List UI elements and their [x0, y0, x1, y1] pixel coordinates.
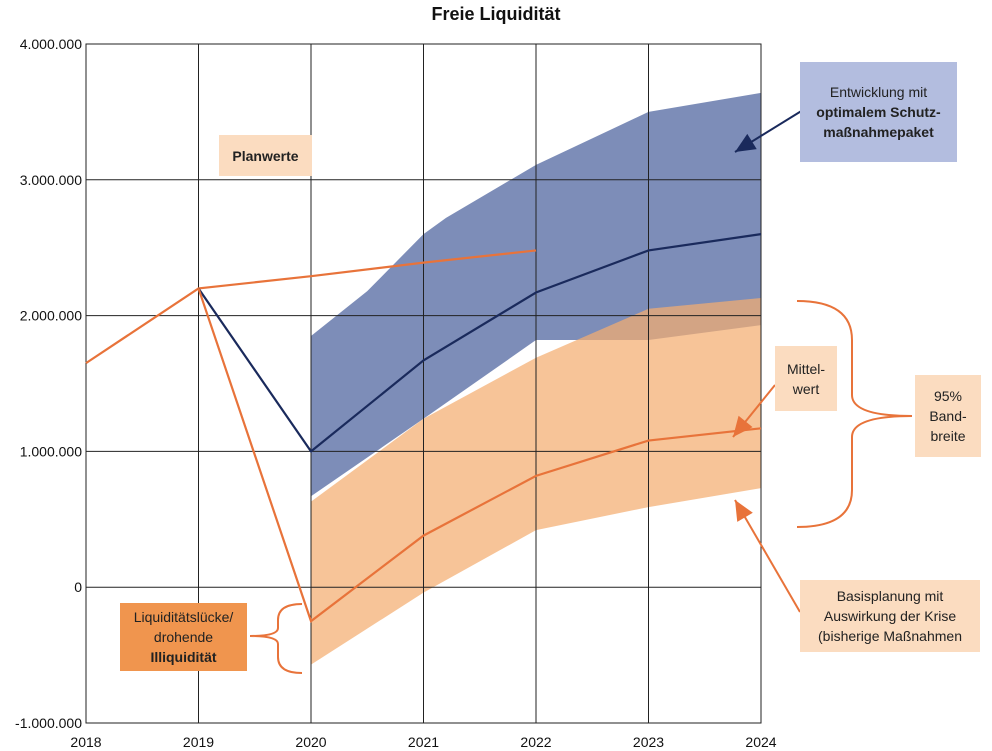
- y-tick-label: 3.000.000: [20, 172, 82, 188]
- band-text-3: breite: [930, 428, 966, 444]
- luecke-text-2: drohende: [153, 629, 214, 645]
- series-line-1: [197, 233, 762, 454]
- y-tick-label: 2.000.000: [20, 308, 82, 324]
- planwerte-label: Planwerte: [219, 135, 312, 176]
- y-tick-label: 4.000.000: [20, 36, 82, 52]
- optimal-arrow-head: [735, 133, 757, 152]
- mittelwert-text-1: Mittel-: [786, 360, 826, 377]
- mittelwert-label: Mittel- wert: [775, 346, 837, 411]
- liquiditaetsluecke-label: Liquiditätslücke/ drohende Illiquidität: [120, 603, 247, 671]
- band-text-2: Band-: [929, 408, 967, 424]
- basisplanung-label: Basisplanung mit Auswirkung der Krise (b…: [800, 580, 980, 652]
- mittelwert-text-2: wert: [792, 380, 820, 397]
- basis-text-1: Basisplanung mit: [836, 588, 944, 604]
- optimal-package-label: Entwicklung mit optimalem Schutz- maßnah…: [800, 62, 957, 162]
- basis-text-2: Auswirkung der Krise: [823, 608, 957, 624]
- plot-frame: [85, 43, 762, 724]
- series-line-2: [197, 288, 762, 623]
- x-tick-label: 2018: [70, 734, 101, 750]
- grid-layer: [85, 43, 762, 724]
- y-tick-label: 1.000.000: [20, 443, 82, 459]
- x-tick-label: 2024: [745, 734, 776, 750]
- series-line-0: [85, 249, 537, 365]
- basis-arrow-head: [735, 500, 753, 522]
- annotation-layer: [249, 109, 913, 674]
- x-tick-label: 2019: [183, 734, 214, 750]
- tick-layer: 4.000.000 3.000.000 2.000.000 1.000.000 0 -1.…: [15, 36, 777, 750]
- series-layer: [85, 233, 762, 623]
- luecke-brace: [249, 603, 303, 674]
- basis-text-3: (bisherige Maßnahmen: [818, 628, 962, 644]
- basis-arrow-shaft: [734, 499, 801, 613]
- optimal-text-2: optimalem Schutz-: [816, 104, 941, 120]
- x-tick-label: 2022: [520, 734, 551, 750]
- x-tick-label: 2020: [295, 734, 326, 750]
- mittelwert-arrow-head: [733, 415, 753, 437]
- band-brace: [796, 300, 913, 528]
- planwerte-text: Planwerte: [232, 147, 299, 164]
- x-tick-label: 2021: [408, 734, 439, 750]
- luecke-text-3: Illiquidität: [150, 649, 217, 665]
- band-label: 95% Band- breite: [915, 375, 981, 457]
- optimal-text-3: maßnahmepaket: [823, 124, 934, 140]
- chart-title: Freie Liquidität: [431, 4, 561, 24]
- band-text-1: 95%: [933, 388, 963, 404]
- x-tick-label: 2023: [633, 734, 664, 750]
- optimal-text-1: Entwicklung mit: [829, 84, 928, 100]
- luecke-text-1: Liquiditätslücke/: [133, 609, 234, 625]
- y-tick-label: 0: [74, 579, 82, 595]
- y-tick-label: -1.000.000: [15, 715, 82, 731]
